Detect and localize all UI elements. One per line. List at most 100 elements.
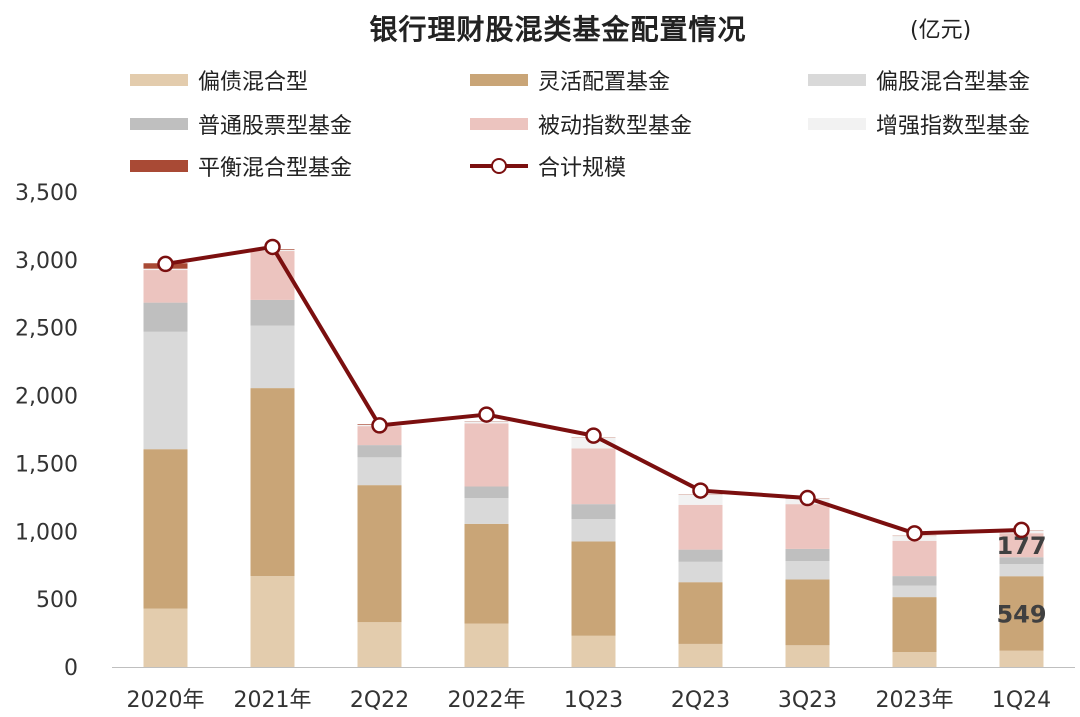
legend-label: 灵活配置基金 (538, 70, 671, 95)
bar-segment (999, 650, 1044, 667)
y-tick-label: 1,500 (15, 452, 78, 477)
bar-segment (357, 445, 402, 458)
legend-item-enhanced-index: 增强指数型基金 (808, 108, 1030, 140)
bar-segment (571, 635, 616, 667)
legend-item-total: 合计规模 (470, 150, 626, 182)
legend-label: 普通股票型基金 (198, 114, 353, 139)
x-tick-label: 1Q24 (992, 688, 1051, 713)
x-tick-label: 2Q23 (671, 688, 730, 713)
legend-swatch (470, 118, 528, 130)
legend-label: 增强指数型基金 (876, 114, 1031, 139)
x-tick-label: 2Q22 (350, 688, 409, 713)
y-tick-label: 1,000 (15, 520, 78, 545)
bar-segment (250, 388, 295, 577)
bar-segment (785, 645, 830, 667)
bar-segment (678, 504, 723, 550)
total-marker (157, 255, 174, 273)
total-marker (1013, 521, 1030, 539)
bar-segment (250, 576, 295, 667)
bar-segment (357, 622, 402, 667)
bar-segment (892, 597, 937, 653)
bar-segment (785, 561, 830, 580)
y-tick-label: 0 (64, 656, 78, 681)
total-marker (585, 427, 602, 444)
x-tick-label: 3Q23 (778, 688, 837, 713)
legend-label: 平衡混合型基金 (198, 156, 353, 181)
bar-segment (250, 299, 295, 326)
y-tick-label: 500 (36, 588, 78, 613)
bar-segment (464, 623, 509, 667)
bar-segment (250, 251, 295, 300)
legend-line-swatch (470, 158, 528, 174)
total-marker (478, 406, 495, 423)
bar-segment (678, 582, 723, 644)
bar-segment (357, 485, 402, 623)
bar-segment (571, 541, 616, 636)
bar-segment (678, 561, 723, 583)
x-tick-label: 2022年 (448, 688, 526, 713)
bar-segment (464, 523, 509, 624)
bar-segment (464, 486, 509, 499)
legend-swatch (808, 118, 866, 130)
legend-swatch (130, 160, 188, 172)
bar-segment (892, 652, 937, 667)
bar-segment (678, 494, 723, 505)
total-marker (371, 417, 388, 434)
legend-label: 合计规模 (538, 156, 627, 181)
data-label: 549 (996, 600, 1046, 628)
chart-legend: 偏债混合型 灵活配置基金 偏股混合型基金 普通股票型基金 被动指数型基金 增强指… (130, 64, 1070, 184)
legend-item-bond-hybrid: 偏债混合型 (130, 64, 308, 96)
bar-segment (999, 576, 1044, 651)
bar-segment (785, 548, 830, 562)
legend-item-stock: 普通股票型基金 (130, 108, 352, 140)
total-marker (799, 489, 816, 507)
unit-label: (亿元) (910, 18, 972, 43)
bar-segment (464, 423, 509, 487)
x-tick-label: 2020年 (127, 688, 205, 713)
legend-swatch (130, 118, 188, 130)
legend-item-balanced: 平衡混合型基金 (130, 150, 352, 182)
y-tick-label: 2,500 (15, 317, 78, 342)
total-marker (906, 525, 923, 542)
chart-title: 银行理财股混类基金配置情况 (369, 13, 747, 46)
bar-segment (999, 557, 1044, 564)
bar-segment (678, 549, 723, 562)
legend-label: 被动指数型基金 (538, 114, 693, 139)
y-tick-label: 3,500 (15, 181, 78, 206)
bar-segment (143, 302, 188, 332)
legend-swatch (470, 74, 528, 86)
legend-swatch (808, 74, 866, 86)
bar-segment (143, 449, 188, 609)
bar-segment (357, 426, 402, 446)
bar-segment (143, 608, 188, 667)
legend-item-equity-hybrid: 偏股混合型基金 (808, 64, 1030, 96)
legend-label: 偏债混合型 (198, 70, 309, 95)
bar-segment (785, 579, 830, 646)
bar-segment (892, 576, 937, 586)
bar-segment (678, 643, 723, 667)
total-marker (692, 482, 709, 499)
total-marker (264, 238, 281, 256)
bar-segment (143, 270, 188, 303)
legend-label: 偏股混合型基金 (876, 70, 1031, 95)
x-tick-label: 2021年 (234, 688, 312, 713)
bar-segment (571, 504, 616, 520)
y-tick-label: 2,000 (15, 385, 78, 410)
bar-segment (999, 563, 1044, 577)
x-tick-label: 2023年 (876, 688, 954, 713)
legend-item-passive-index: 被动指数型基金 (470, 108, 692, 140)
bar-segment (143, 331, 188, 450)
bar-segment (571, 519, 616, 542)
y-tick-label: 3,000 (15, 249, 78, 274)
bar-segment (357, 457, 402, 486)
bar-segment (250, 325, 295, 389)
bar-segment (464, 498, 509, 524)
legend-item-flexible: 灵活配置基金 (470, 64, 670, 96)
bar-segment (892, 540, 937, 577)
bar-segment (892, 585, 937, 598)
x-tick-label: 1Q23 (564, 688, 623, 713)
bar-segment (785, 504, 830, 549)
legend-swatch (130, 74, 188, 86)
bar-segment (571, 448, 616, 505)
